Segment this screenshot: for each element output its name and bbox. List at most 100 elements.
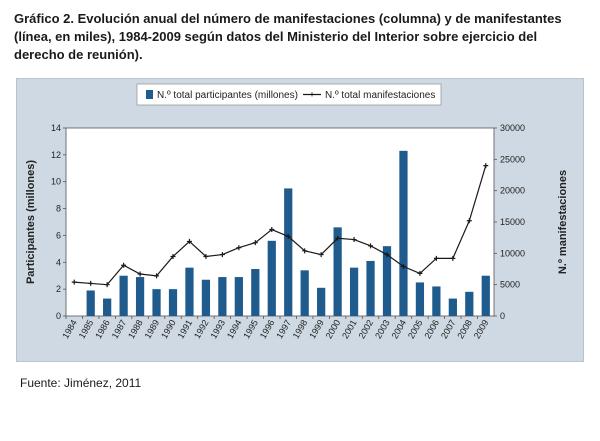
y-tick-label: 12 [51,150,61,160]
y-tick-label: 10 [51,177,61,187]
x-tick-label: 1986 [93,318,112,340]
line-point-2002 [368,243,374,249]
bar-1993 [218,277,227,316]
bar-2005 [415,282,425,316]
x-tick-label: 1991 [176,318,195,340]
x-tick-label: 1984 [60,318,79,340]
y2-axis-title: N.º manifestaciones [557,170,569,274]
legend-box [136,83,442,106]
bar-1986 [103,298,112,316]
x-tick-label: 1994 [225,318,244,340]
x-tick-label: 1997 [274,318,293,340]
x-tick-label: 2000 [324,318,343,340]
bar-1998 [300,270,309,316]
y2-tick-label: 5000 [500,280,520,290]
x-tick-label: 2005 [406,318,425,340]
line-point-2007 [450,255,456,261]
x-tick-label: 2007 [439,318,458,340]
bar-2000 [333,227,342,316]
bar-1991 [185,267,194,316]
line-point-1984 [71,279,77,285]
y2-tick-label: 15000 [500,217,525,227]
bar-1999 [317,287,326,316]
x-tick-label: 1996 [258,318,277,340]
manifestaciones-line [74,165,487,286]
bar-1985 [86,290,95,316]
legend: N.º total participantes (millones) + N.º… [136,83,442,106]
line-point-1999 [318,252,324,258]
bar-2001 [349,267,359,316]
bar-1989 [152,289,161,316]
x-tick-label: 2002 [357,318,376,340]
plot-area [65,127,495,317]
bar-1992 [201,279,211,316]
bar-1995 [251,269,260,316]
x-tick-label: 2001 [340,318,359,340]
x-tick-label: 1988 [126,318,145,340]
y-tick-label: 4 [56,257,61,267]
x-tick-label: 1995 [241,318,260,340]
x-tick-label: 1990 [159,318,178,340]
legend-bar-swatch [146,90,153,99]
y2-tick-label: 25000 [500,154,525,164]
chart-caption: Gráfico 2. Evolución anual del número de… [14,11,562,62]
bar-1994 [234,277,243,316]
line-point-1995 [252,240,258,246]
bar-2006 [432,286,441,316]
y-axis-title: Participantes (millones) [25,160,37,284]
line-point-1991 [186,238,192,244]
bar-2004 [399,150,408,316]
line-point-1998 [302,248,308,254]
bar-2002 [366,260,375,316]
x-tick-label: 1998 [291,318,310,340]
bar-2008 [465,291,474,316]
line-point-1996 [269,227,275,233]
bar-1997 [284,188,293,316]
line-point-2008 [466,218,472,224]
x-tick-label: 1989 [143,318,162,340]
y2-tick-label: 30000 [500,123,525,133]
line-point-1987 [121,262,127,268]
legend-line-label: N.º total manifestaciones [325,90,435,101]
x-tick-label: 1987 [110,318,129,340]
x-tick-label: 2003 [373,318,392,340]
y-tick-label: 2 [56,284,61,294]
y2-tick-label: 0 [500,311,505,321]
x-tick-label: 1999 [307,318,326,340]
x-tick-label: 1993 [208,318,227,340]
line-point-2003 [384,252,390,258]
x-tick-label: 2009 [472,318,491,340]
line-point-2009 [483,163,489,169]
line-point-1992 [203,253,209,259]
x-tick-label: 2006 [422,318,441,340]
line-point-1986 [104,282,110,288]
y-tick-label: 14 [51,123,61,133]
line-point-2001 [351,237,357,243]
legend-bar-label: N.º total participantes (millones) [157,90,298,101]
bar-1990 [168,289,178,316]
line-point-1988 [137,271,143,277]
legend-line-marker: + [309,90,314,100]
bar-2003 [382,246,392,316]
y-tick-label: 0 [56,311,61,321]
bar-1996 [267,240,276,316]
bar-2009 [481,275,490,316]
line-point-1990 [170,253,176,259]
line-point-1993 [219,252,225,258]
bar-2007 [448,298,457,316]
line-point-2000 [335,235,341,241]
line-point-1985 [88,280,94,286]
x-tick-label: 1985 [77,318,96,340]
bar-1988 [135,277,145,316]
source-note: Fuente: Jiménez, 2011 [20,376,142,390]
line-point-2006 [433,255,439,261]
x-tick-label: 2004 [390,318,409,340]
line-point-2004 [400,263,406,269]
line-point-1989 [154,273,160,279]
x-tick-label: 2008 [455,318,474,340]
y2-tick-label: 20000 [500,186,525,196]
y-tick-label: 8 [56,204,61,214]
x-tick-label: 1992 [192,318,211,340]
line-point-2005 [417,270,423,276]
line-point-1994 [236,245,242,251]
